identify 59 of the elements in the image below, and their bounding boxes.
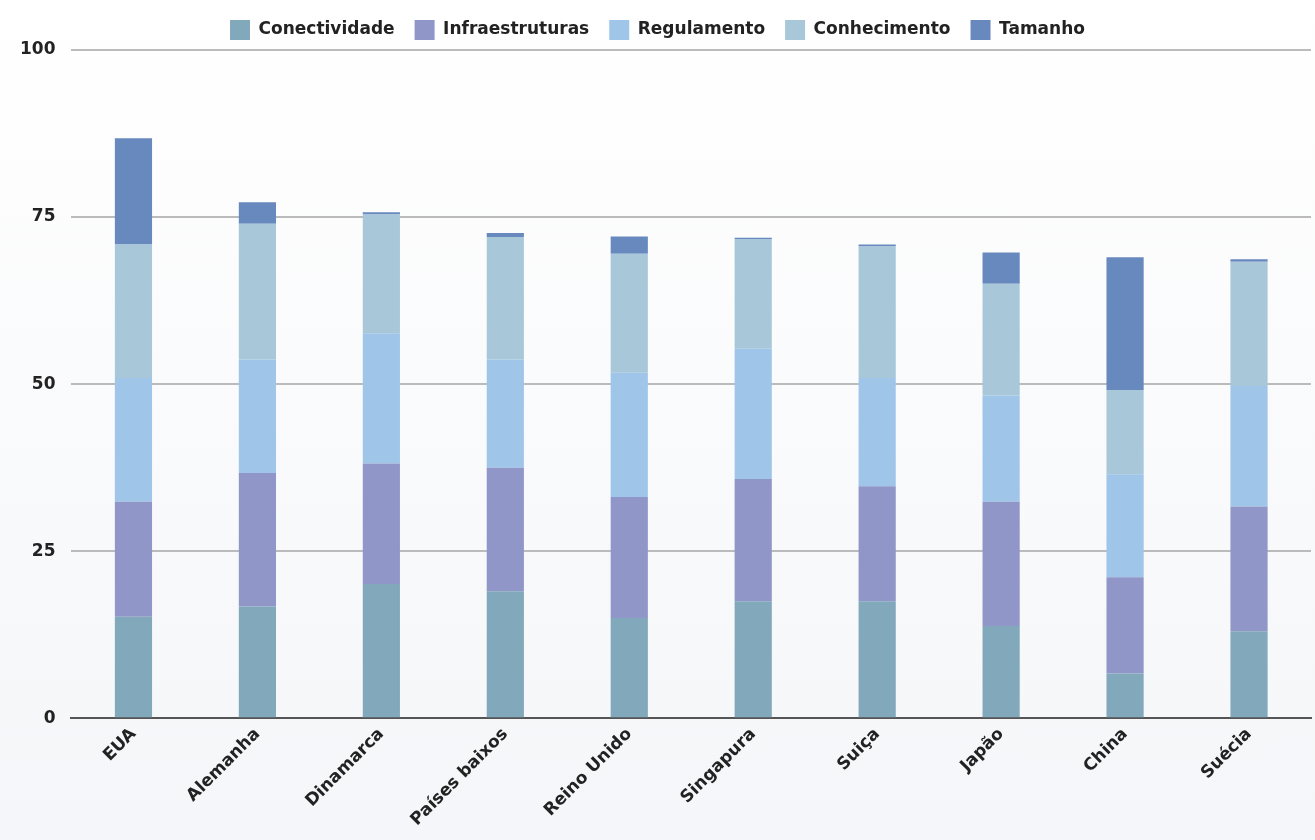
bar	[982, 625, 1020, 718]
y-tick-label: 100	[19, 38, 56, 59]
bar	[982, 252, 1020, 284]
bar	[486, 359, 524, 468]
bar	[1230, 506, 1268, 632]
bar	[486, 233, 524, 238]
y-tick-label: 0	[43, 706, 56, 727]
bar	[734, 348, 772, 479]
bar	[114, 501, 153, 617]
bar	[858, 601, 896, 718]
legend-label: Conectividade	[258, 18, 395, 39]
bar	[734, 478, 772, 602]
bar	[486, 237, 524, 360]
bar	[238, 472, 277, 607]
y-tick-label: 25	[31, 539, 56, 560]
y-tick-label: 75	[31, 205, 56, 226]
bar	[982, 395, 1020, 502]
bar	[238, 223, 277, 360]
bar	[610, 236, 648, 254]
bar	[486, 591, 524, 718]
bar	[610, 253, 648, 373]
bar	[1106, 257, 1144, 391]
bar	[114, 378, 153, 502]
bar	[610, 617, 648, 718]
bar	[114, 616, 153, 718]
bar	[362, 214, 400, 334]
bar	[610, 372, 648, 498]
bar	[238, 606, 277, 718]
bar	[1106, 390, 1144, 475]
y-tick-label: 50	[31, 372, 56, 393]
bar	[982, 283, 1020, 396]
bar	[238, 359, 277, 473]
bar	[1230, 259, 1268, 262]
bar	[982, 501, 1020, 626]
bar	[734, 601, 772, 718]
bar	[1106, 577, 1144, 674]
bar	[1106, 474, 1144, 578]
bar	[1230, 261, 1268, 387]
bar	[362, 333, 400, 464]
bar	[1106, 673, 1144, 718]
legend-label: Conhecimento	[813, 18, 951, 39]
bar	[734, 239, 772, 349]
bar	[1230, 386, 1268, 507]
bar	[362, 583, 400, 718]
bar	[858, 486, 896, 602]
bar	[1230, 631, 1268, 718]
bar	[114, 138, 153, 245]
bar	[238, 202, 277, 224]
bar	[858, 244, 896, 247]
bar	[858, 246, 896, 379]
bar	[362, 212, 400, 215]
bar	[362, 463, 400, 584]
legend-label: Tamanho	[999, 18, 1085, 39]
bar	[486, 467, 524, 592]
legend-label: Regulamento	[637, 18, 766, 39]
bar	[114, 244, 153, 379]
bar	[858, 378, 896, 487]
bar	[610, 497, 648, 618]
legend-label: Infraestruturas	[443, 18, 590, 39]
